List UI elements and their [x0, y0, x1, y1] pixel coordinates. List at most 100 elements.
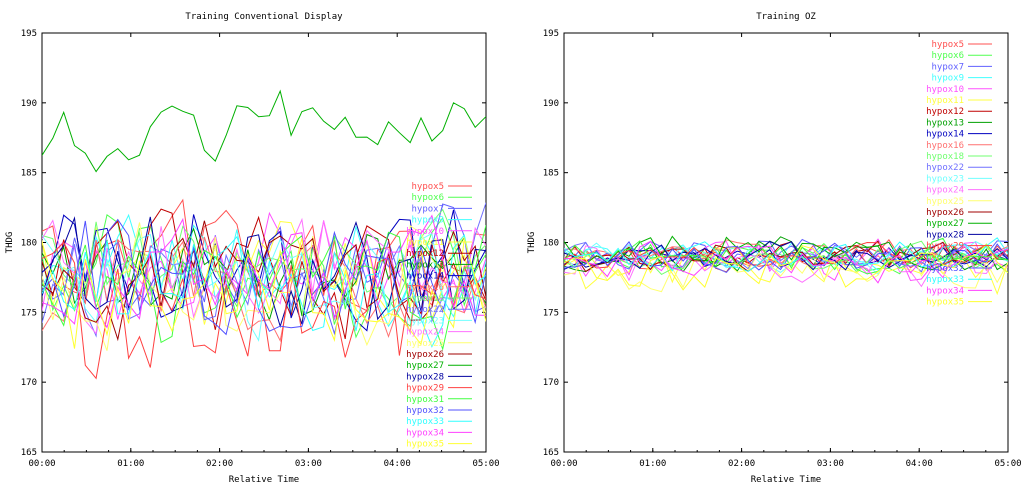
legend-label: hypox10 [406, 227, 444, 237]
series-line-hypox26 [42, 220, 486, 342]
legend-label: hypox24 [926, 186, 964, 196]
series-line-hypox34 [564, 240, 1008, 284]
legend-label: hypox28 [406, 372, 444, 382]
series-line-hypox11 [42, 220, 486, 325]
y-tick-label: 195 [543, 29, 559, 39]
legend-label: hypox23 [406, 316, 444, 326]
legend-label: hypox5 [411, 182, 444, 192]
series-line-hypox27 [42, 89, 486, 173]
legend-label: hypox28 [926, 230, 964, 240]
x-tick-label: 05:00 [472, 459, 499, 469]
legend-label: hypox27 [926, 219, 964, 229]
series-line-hypox22 [564, 241, 1008, 274]
legend-label: hypox31 [926, 253, 964, 263]
y-axis-label: THDG [527, 232, 537, 254]
legend-label: hypox11 [406, 238, 444, 248]
legend-label: hypox9 [931, 74, 964, 84]
legend: hypox5hypox6hypox7hypox9hypox10hypox11hy… [406, 182, 472, 450]
legend-label: hypox33 [406, 417, 444, 427]
legend-label: hypox25 [926, 197, 964, 207]
y-tick-label: 185 [543, 169, 559, 179]
series-line-hypox31 [564, 237, 1008, 275]
series-line-hypox28 [42, 216, 486, 329]
legend-label: hypox14 [926, 130, 964, 140]
y-tick-label: 190 [543, 99, 559, 109]
legend-label: hypox29 [406, 384, 444, 394]
series-line-hypox12 [42, 208, 486, 340]
x-tick-label: 02:00 [728, 459, 755, 469]
series-line-hypox34 [42, 214, 486, 329]
chart-conventional-display: Training Conventional Display 165 170 175 18… [5, 12, 500, 485]
y-tick-label: 170 [21, 378, 37, 388]
x-tick-label: 01:00 [117, 459, 144, 469]
legend-label: hypox34 [406, 428, 444, 438]
legend-label: hypox12 [406, 249, 444, 259]
legend-label: hypox32 [926, 264, 964, 274]
y-tick-label: 185 [21, 169, 37, 179]
legend-label: hypox6 [411, 193, 444, 203]
x-tick-label: 01:00 [639, 459, 666, 469]
series-line-hypox35 [564, 243, 1008, 291]
panel-divider [506, 0, 516, 485]
legend-label: hypox31 [406, 395, 444, 405]
legend-label: hypox32 [406, 406, 444, 416]
x-tick-label: 00:00 [550, 459, 577, 469]
y-tick-label: 190 [21, 99, 37, 109]
y-tick-label: 175 [543, 308, 559, 318]
y-tick-label: 175 [21, 308, 37, 318]
y-tick-label: 180 [543, 239, 559, 249]
series-line-hypox31 [42, 225, 486, 351]
y-tick-label: 170 [543, 378, 559, 388]
legend-label: hypox14 [406, 272, 444, 282]
legend-label: hypox16 [926, 141, 964, 151]
y-tick-label: 165 [21, 448, 37, 458]
legend-label: hypox25 [406, 339, 444, 349]
x-axis-label: Relative Time [751, 475, 821, 485]
chart-title: Training Conventional Display [185, 12, 343, 22]
legend-label: hypox27 [406, 361, 444, 371]
x-tick-label: 04:00 [384, 459, 411, 469]
legend-label: hypox35 [406, 440, 444, 450]
chart-training-oz: Training OZ 165 170 175 180 185 190 195 00:00 01:… [527, 12, 1022, 485]
legend-label: hypox10 [926, 85, 964, 95]
legend-label: hypox34 [926, 286, 964, 296]
y-axis-label: THDG [5, 232, 15, 254]
legend-label: hypox18 [926, 152, 964, 162]
x-tick-label: 00:00 [28, 459, 55, 469]
series-line-hypox35 [42, 238, 486, 349]
x-tick-label: 04:00 [906, 459, 933, 469]
x-axis-label: Relative Time [229, 475, 299, 485]
x-tick-label: 03:00 [817, 459, 844, 469]
legend-label: hypox24 [406, 328, 444, 338]
legend-label: hypox5 [931, 40, 964, 50]
legend-label: hypox13 [406, 260, 444, 270]
chart-title: Training OZ [756, 12, 816, 22]
y-tick-label: 165 [543, 448, 559, 458]
legend-label: hypox33 [926, 275, 964, 285]
legend-label: hypox26 [406, 350, 444, 360]
legend-label: hypox29 [926, 242, 964, 252]
series-line-hypox26 [564, 240, 1008, 273]
legend-label: hypox18 [406, 294, 444, 304]
series-lines [564, 235, 1008, 296]
y-tick-label: 180 [21, 239, 37, 249]
series-line-hypox27 [564, 235, 1008, 271]
chart-panel-oz: Training OZ 165 170 175 180 185 190 195 00:00 01:… [522, 0, 1022, 485]
series-line-hypox18 [564, 240, 1008, 276]
legend-label: hypox22 [926, 163, 964, 173]
legend-label: hypox6 [931, 51, 964, 61]
x-tick-label: 05:00 [994, 459, 1021, 469]
legend-label: hypox7 [931, 62, 964, 72]
legend-label: hypox11 [926, 96, 964, 106]
legend-label: hypox35 [926, 298, 964, 308]
chart-panel-conventional: Training Conventional Display 165 170 175 18… [0, 0, 500, 485]
legend-label: hypox26 [926, 208, 964, 218]
series-line-hypox24 [564, 243, 1008, 288]
y-tick-label: 195 [21, 29, 37, 39]
x-tick-label: 02:00 [206, 459, 233, 469]
legend-label: hypox13 [926, 118, 964, 128]
series-line-hypox29 [42, 241, 486, 380]
legend-label: hypox22 [406, 305, 444, 315]
legend-label: hypox9 [411, 216, 444, 226]
